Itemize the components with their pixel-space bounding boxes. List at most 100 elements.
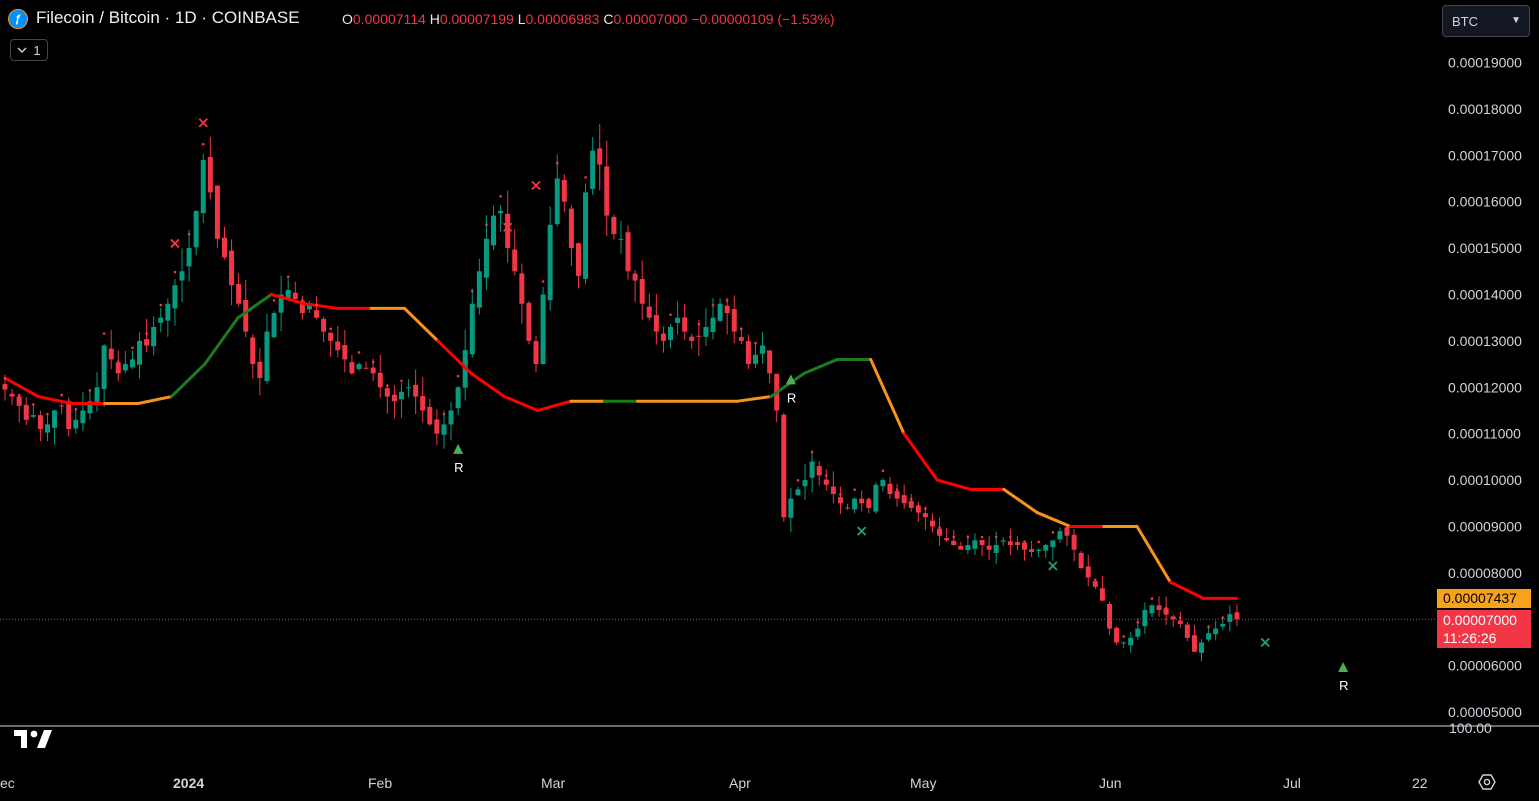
stop-dot [655,318,658,321]
stop-dot [272,299,276,302]
stop-dot [740,327,743,331]
close-value: 0.00007000 [613,11,688,27]
stop-dot [810,450,814,454]
trail-segment [1135,524,1172,584]
trail-segment [769,371,806,399]
candle-body [915,505,921,513]
candle-body [129,359,135,368]
y-tick-label: 0.00017000 [1448,147,1522,163]
candle-body [299,300,305,314]
candle-body [866,499,872,508]
stop-dot [400,379,403,383]
candle-body [1121,642,1127,644]
candle-body [604,166,610,216]
candle-body [1142,610,1148,627]
candle-body [660,333,666,341]
stop-dot [867,497,871,501]
candle-body [1177,620,1183,624]
x-tick-label: Apr [729,775,751,791]
stop-dot [485,223,488,226]
stop-dot [754,341,757,345]
candle-body [314,310,320,318]
stop-dot [1178,616,1182,619]
candle-body [852,498,858,510]
currency-select[interactable]: BTC ▼ [1442,5,1530,37]
candle-body [958,545,964,550]
stop-dot [853,488,856,492]
stop-dot [1037,540,1040,544]
candle-body [101,345,107,389]
candle-body [781,414,787,518]
stop-dot [513,256,517,260]
time-axis[interactable]: ec 2024 Feb Mar Apr May Jun Jul 22 [0,775,1428,791]
price-axis[interactable]: 0.00019000 0.00018000 0.00017000 0.00016000… [1448,54,1522,720]
x-tick-label: 2024 [173,775,204,791]
candle-body [491,215,497,246]
candle-body [526,302,532,341]
candle-body [632,273,638,281]
cross-marker [503,222,513,232]
candle-body [1106,603,1112,629]
legend-header: ƒ Filecoin / Bitcoin · 1D · COINBASE O0.… [0,0,1430,40]
stop-dot [584,176,587,179]
candle-body [1163,608,1169,615]
candle-body [823,479,829,485]
candle-body [505,213,511,249]
candle-body [406,387,412,389]
collapse-indicators-button[interactable]: 1 [10,39,48,61]
x-tick-label: 22 [1412,775,1428,791]
stop-dot [499,194,502,198]
candle-body [795,489,801,496]
trail-segment [1035,511,1072,528]
candle-body [441,424,447,435]
trail-segment [136,395,173,406]
stop-dot [1164,606,1168,610]
trail-line [3,292,1239,600]
stop-dot [626,256,630,260]
candles [2,123,1240,662]
candle-body [1191,635,1197,652]
candle-body [887,483,893,494]
y-tick-label: 0.00009000 [1448,518,1522,534]
stop-dot [527,327,531,331]
candle-body [236,284,242,304]
stop-dot [1207,625,1210,629]
stop-dot [414,384,417,387]
candle-body [476,271,482,308]
stop-dot [131,346,134,350]
candle-body [455,387,461,409]
stop-dot [768,360,771,364]
candle-body [986,545,992,550]
tradingview-logo-icon[interactable] [14,728,54,750]
candle-body [349,362,355,374]
y-tick-label: 0.00019000 [1448,54,1522,70]
stop-dot [881,469,885,473]
candle-body [30,415,36,417]
candle-body [703,326,709,337]
stop-dot [683,318,686,321]
x-tick-label: May [910,775,936,791]
candle-body [342,345,348,360]
candle-body [243,300,249,332]
low-key: L [517,11,526,27]
trail-segment [303,302,340,310]
candle-body [1022,542,1028,550]
stop-dot [824,474,828,477]
settings-gear-icon[interactable] [1478,773,1496,791]
candle-body [710,317,716,333]
symbol-title[interactable]: Filecoin / Bitcoin · 1D · COINBASE [36,8,300,27]
stop-dot [329,327,332,331]
filecoin-icon[interactable]: ƒ [8,9,28,29]
stop-dot [1065,526,1069,529]
candle-body [321,318,327,332]
candle-body [1014,542,1020,546]
stop-dot [966,535,970,539]
candle-body [937,528,943,536]
candle-body [384,388,390,397]
trail-segment [902,432,939,482]
candle-body [611,216,617,235]
candle-body [689,336,695,341]
candle-body [271,313,277,338]
trail-segment [802,357,839,375]
